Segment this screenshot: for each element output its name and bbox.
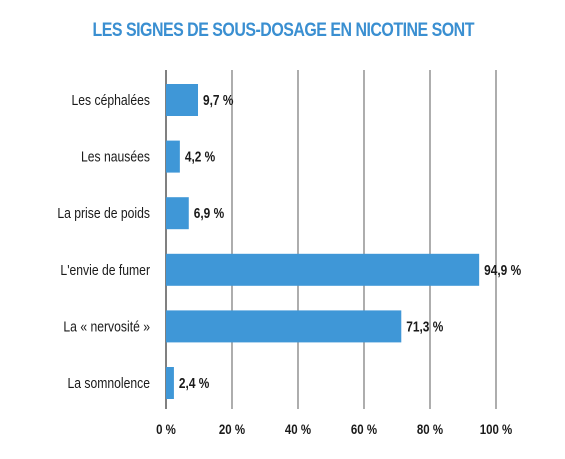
labels: 0 % 20 % 40 % 60 % 80 % 100 % Les céphalées 9,7…: [57, 92, 521, 437]
value-label: 6,9 %: [194, 205, 225, 221]
bar: [166, 140, 180, 173]
category-label: Les céphalées: [72, 92, 151, 108]
bar: [166, 197, 189, 230]
category-label: L'envie de fumer: [60, 262, 150, 278]
bar: [166, 367, 174, 399]
value-label: 71,3 %: [406, 318, 443, 334]
bar: [166, 84, 199, 116]
x-tick-label: 80 %: [417, 421, 444, 437]
x-tick-label: 100 %: [480, 421, 513, 437]
value-label: 9,7 %: [203, 92, 234, 108]
x-tick-label: 60 %: [351, 421, 378, 437]
bar: [166, 310, 402, 343]
category-label: La « nervosité »: [63, 318, 150, 334]
bars: [166, 84, 480, 399]
category-label: La prise de poids: [57, 205, 150, 221]
value-label: 94,9 %: [484, 262, 521, 278]
gridlines: [165, 70, 497, 409]
value-label: 4,2 %: [185, 148, 216, 164]
x-tick-label: 20 %: [219, 421, 246, 437]
category-label: La somnolence: [67, 375, 150, 391]
x-tick-label: 40 %: [285, 421, 312, 437]
bar: [166, 253, 480, 286]
chart-title: LES SIGNES DE SOUS-DOSAGE EN NICOTINE SO…: [92, 20, 475, 41]
category-label: Les nausées: [81, 149, 150, 165]
x-tick-label: 0 %: [156, 421, 176, 437]
value-label: 2,4 %: [179, 375, 210, 391]
